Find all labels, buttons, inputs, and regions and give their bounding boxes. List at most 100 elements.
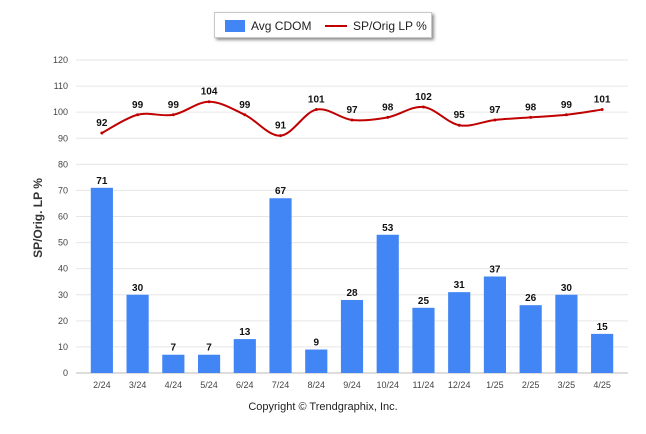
line-point [386, 115, 390, 119]
line-value-label: 99 [132, 100, 144, 111]
bar [197, 354, 221, 373]
line-value-label: 95 [454, 110, 466, 121]
bar [519, 305, 542, 373]
line-value-label: 97 [346, 105, 358, 116]
legend-line-swatch [325, 25, 347, 27]
line-value-label: 99 [239, 100, 251, 111]
y-tick-label: 10 [58, 342, 68, 352]
line-value-label: 104 [201, 87, 218, 98]
line-value-label: 102 [415, 92, 432, 103]
bar-value-label: 13 [239, 327, 251, 338]
line-point [207, 100, 211, 104]
x-tick-label: 2/25 [522, 380, 540, 390]
line-value-label: 99 [561, 100, 573, 111]
line-value-label: 97 [489, 105, 501, 116]
x-tick-label: 11/24 [413, 380, 435, 390]
y-tick-label: 90 [58, 133, 68, 143]
x-tick-label: 1/25 [486, 380, 504, 390]
bar-value-label: 25 [418, 296, 430, 307]
line-point [529, 115, 533, 119]
bar-value-label: 30 [561, 283, 573, 294]
bar-value-label: 9 [313, 338, 319, 349]
line-point [279, 134, 283, 138]
legend-bar-swatch [225, 20, 245, 32]
bar [448, 292, 471, 373]
bar [90, 187, 113, 373]
line-series: 92 99 99 104 99 91 101 97 98 102 95 97 98 99 101 [96, 87, 611, 138]
x-tick-label: 4/24 [165, 380, 183, 390]
legend: Avg CDOM SP/Orig LP % [214, 12, 432, 38]
y-tick-label: 30 [58, 290, 68, 300]
bar [305, 349, 328, 373]
line-point [243, 113, 247, 117]
x-tick-label: 10/24 [376, 380, 399, 390]
bar-value-label: 53 [382, 223, 394, 234]
line-point [600, 108, 604, 112]
bar-value-label: 37 [489, 264, 501, 275]
legend-item-line: SP/Orig LP % [325, 19, 427, 33]
y-tick-label: 0 [63, 368, 68, 378]
bar [162, 354, 185, 373]
y-tick-label: 70 [58, 185, 68, 195]
line-value-label: 101 [308, 95, 325, 106]
bar-value-label: 71 [96, 176, 108, 187]
y-tick-label: 50 [58, 238, 68, 248]
x-tick-label: 3/25 [558, 380, 576, 390]
line-point [100, 131, 104, 135]
bar [376, 234, 399, 373]
y-tick-label: 80 [58, 159, 68, 169]
legend-item-bar: Avg CDOM [225, 19, 311, 33]
y-tick-label: 120 [53, 55, 68, 65]
bar [340, 299, 364, 373]
line-point [314, 108, 318, 112]
bar [591, 333, 614, 373]
legend-line-label: SP/Orig LP % [353, 19, 427, 33]
y-tick-label: 100 [53, 107, 68, 117]
x-tick-label: 12/24 [448, 380, 471, 390]
bar-value-label: 30 [132, 283, 144, 294]
x-tick-label: 2/24 [93, 380, 111, 390]
line-value-label: 92 [96, 118, 108, 129]
bar [483, 276, 507, 373]
x-tick-label: 5/24 [200, 380, 218, 390]
copyright-footer: Copyright © Trendgraphix, Inc. [248, 401, 398, 413]
legend-bar-label: Avg CDOM [251, 19, 312, 33]
y-axis-title: SP/Orig. LP % [31, 178, 45, 258]
x-tick-label: 8/24 [308, 380, 326, 390]
y-tick-label: 40 [58, 264, 68, 274]
line-value-label: 98 [382, 102, 394, 113]
bar-value-label: 31 [454, 280, 466, 291]
y-tick-label: 60 [58, 212, 68, 222]
bar [555, 294, 578, 373]
bar [233, 339, 256, 373]
bar [269, 198, 292, 373]
y-tick-label: 110 [54, 81, 68, 91]
bar-value-label: 67 [275, 186, 287, 197]
bar-value-label: 15 [597, 322, 609, 333]
line-value-label: 91 [275, 121, 287, 132]
bar-series: 71 30 7 7 13 67 9 28 53 25 31 37 26 30 15 [90, 176, 614, 373]
line-point [493, 118, 497, 122]
line-point [457, 123, 461, 127]
x-tick-label: 7/24 [272, 380, 290, 390]
line-value-label: 98 [525, 102, 537, 113]
bar [412, 307, 435, 373]
x-tick-label: 6/24 [236, 380, 254, 390]
x-tick-label: 4/25 [593, 380, 611, 390]
line-point [171, 113, 175, 117]
x-tick-label: 3/24 [129, 380, 147, 390]
line-point [421, 105, 425, 109]
y-tick-label: 20 [58, 316, 68, 326]
bar [126, 294, 149, 373]
x-tick-label: 9/24 [343, 380, 361, 390]
bar-value-label: 7 [206, 343, 212, 354]
y-axis-ticks: 0 10 20 30 40 50 60 70 80 90 100 110 120 [53, 55, 68, 378]
line-point [564, 113, 568, 117]
bar-value-label: 7 [171, 343, 177, 354]
line-value-label: 101 [594, 95, 611, 106]
line-value-label: 99 [168, 100, 180, 111]
bar-value-label: 26 [525, 293, 537, 304]
bar-value-label: 28 [346, 288, 358, 299]
